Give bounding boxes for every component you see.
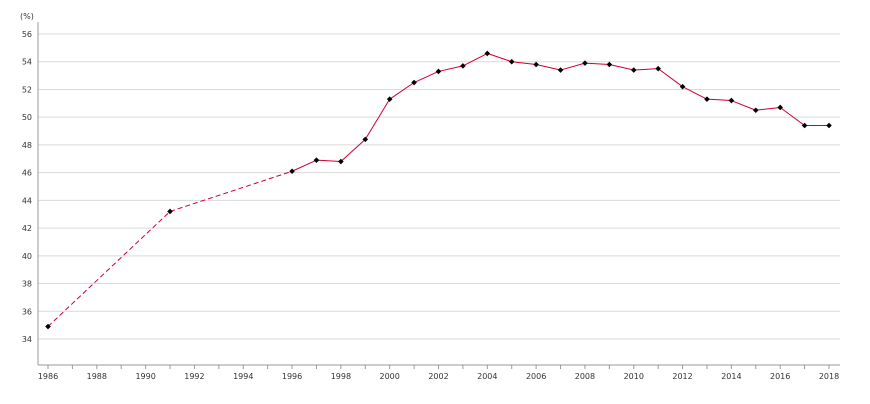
series-segment <box>779 107 805 126</box>
data-point-marker <box>630 67 637 73</box>
x-tick-label: 2004 <box>477 372 497 381</box>
data-point-marker <box>167 208 173 215</box>
data-point-marker <box>752 107 759 114</box>
data-point-marker <box>386 96 393 102</box>
y-tick-label: 56 <box>22 30 32 39</box>
marker-layer <box>45 50 832 330</box>
series-segment <box>438 65 464 72</box>
y-unit-label: (%) <box>20 12 34 21</box>
data-point-marker <box>289 168 295 175</box>
series-segment <box>340 138 366 162</box>
series-segment <box>511 61 537 65</box>
axis-layer: 34 36 38 40 42 44 46 48 50 52 54 56 1986 1988 1990 1992… <box>22 22 840 381</box>
x-tick-label: 2016 <box>770 372 790 381</box>
series-segment <box>584 62 610 65</box>
data-point-marker <box>411 79 417 86</box>
series-segment <box>487 52 512 63</box>
y-tick-label: 34 <box>22 335 32 344</box>
data-point-marker <box>460 63 466 69</box>
data-point-marker <box>777 104 783 111</box>
data-point-marker <box>826 122 832 129</box>
series-dashed-segment <box>169 170 293 212</box>
data-point-marker <box>533 61 539 68</box>
y-tick-label: 54 <box>22 58 32 67</box>
series-segment <box>536 64 561 71</box>
series-segment <box>413 70 439 83</box>
data-point-marker <box>338 158 344 165</box>
grid-layer <box>38 33 840 340</box>
series-dashed-segment <box>47 211 171 327</box>
series-segment <box>706 98 732 102</box>
data-point-marker <box>801 122 808 129</box>
data-point-marker <box>362 136 369 143</box>
series-segment <box>291 159 317 172</box>
y-tick-label: 50 <box>22 113 32 122</box>
series-segment <box>609 64 634 71</box>
x-tick-label: 2012 <box>672 372 692 381</box>
x-tick-label: 1986 <box>38 372 58 381</box>
data-point-marker <box>557 67 564 73</box>
data-point-marker <box>435 68 442 75</box>
x-tick-label: 1990 <box>135 372 155 381</box>
series-segment <box>657 68 683 88</box>
data-point-marker <box>679 83 686 90</box>
y-tick-label: 48 <box>22 141 32 150</box>
series-segment <box>633 68 659 71</box>
x-tick-label: 2010 <box>624 372 644 381</box>
x-tick-label: 2008 <box>575 372 595 381</box>
y-tick-label: 44 <box>22 196 32 205</box>
y-tick-label: 40 <box>22 252 32 261</box>
series-segment <box>682 86 708 100</box>
y-tick-label: 38 <box>22 280 32 289</box>
series-segment <box>316 159 341 163</box>
x-tick-label: 1994 <box>233 372 253 381</box>
x-tick-label: 2014 <box>721 372 741 381</box>
x-tick-label: 1988 <box>87 372 107 381</box>
x-tick-label: 1998 <box>331 372 351 381</box>
x-tick-label: 2006 <box>526 372 546 381</box>
series-segment <box>389 82 415 100</box>
x-tick-label: 2018 <box>819 372 839 381</box>
y-tick-label: 46 <box>22 169 32 178</box>
data-point-marker <box>582 60 588 66</box>
x-tick-label: 2000 <box>380 372 400 381</box>
series-segment <box>364 98 391 140</box>
x-tick-label: 1992 <box>184 372 204 381</box>
data-point-marker <box>728 97 735 104</box>
data-point-marker <box>484 50 491 57</box>
data-point-marker <box>45 323 51 330</box>
y-tick-label: 52 <box>22 85 32 94</box>
y-tick-label: 36 <box>22 307 32 316</box>
data-point-marker <box>655 65 661 72</box>
series-segment <box>462 52 488 67</box>
data-point-marker <box>508 58 515 65</box>
x-tick-label: 2002 <box>428 372 448 381</box>
data-point-marker <box>606 61 613 68</box>
series-segment <box>560 62 586 71</box>
y-tick-label: 42 <box>22 224 32 233</box>
data-point-marker <box>313 157 320 163</box>
x-tick-label: 1996 <box>282 372 302 381</box>
series-line-layer <box>47 52 829 327</box>
series-segment <box>755 106 781 111</box>
series-segment <box>731 100 756 111</box>
data-point-marker <box>704 96 710 102</box>
